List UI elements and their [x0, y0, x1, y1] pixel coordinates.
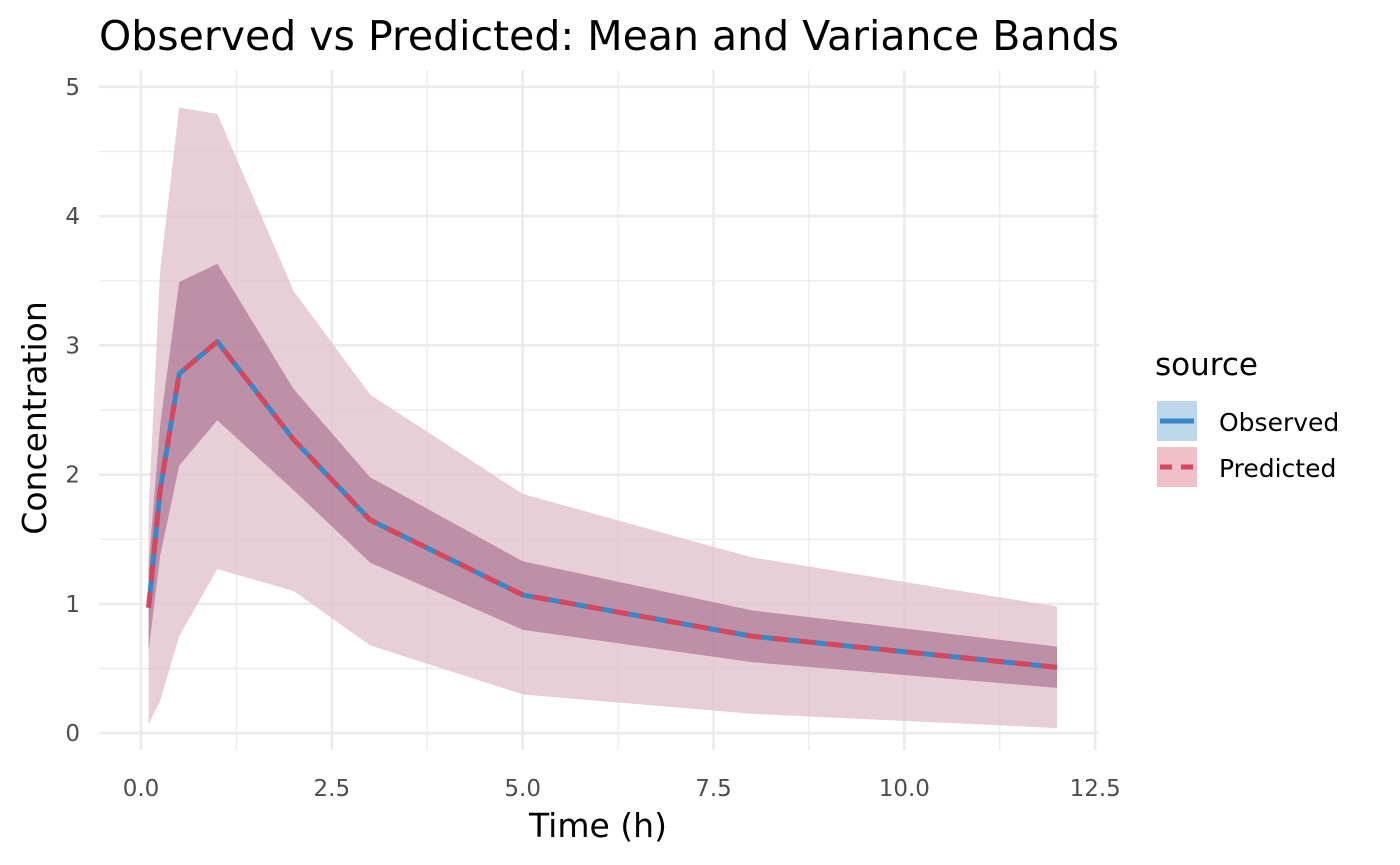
y-tick-label: 5 — [65, 75, 80, 101]
x-tick-label: 0.0 — [123, 776, 160, 802]
y-axis-ticks: 0 1 2 3 4 5 — [65, 75, 80, 747]
predicted-outer-band — [148, 107, 1058, 728]
x-tick-label: 2.5 — [314, 776, 351, 802]
x-tick-label: 10.0 — [879, 776, 930, 802]
legend-title: source — [1155, 347, 1258, 383]
y-axis-label: Concentration — [15, 301, 54, 534]
predicted-legend-label: Predicted — [1219, 454, 1336, 483]
x-tick-label: 12.5 — [1070, 776, 1121, 802]
mean-lines — [146, 339, 1058, 670]
y-tick-label: 4 — [65, 204, 80, 230]
x-tick-label: 7.5 — [695, 776, 732, 802]
x-tick-label: 5.0 — [504, 776, 541, 802]
y-tick-label: 1 — [65, 592, 80, 618]
y-tick-label: 3 — [65, 333, 80, 359]
observed-legend-label: Observed — [1219, 408, 1339, 437]
x-axis-ticks: 0.0 2.5 5.0 7.5 10.0 12.5 — [123, 776, 1121, 802]
legend: source Observed Predicted — [1155, 347, 1339, 487]
x-axis-label: Time (h) — [528, 806, 667, 845]
legend-items: Observed Predicted — [1157, 401, 1339, 487]
y-tick-label: 0 — [65, 721, 80, 747]
chart-title: Observed vs Predicted: Mean and Variance… — [99, 12, 1119, 60]
y-tick-label: 2 — [65, 463, 80, 489]
predicted-mean-line — [146, 339, 1058, 670]
